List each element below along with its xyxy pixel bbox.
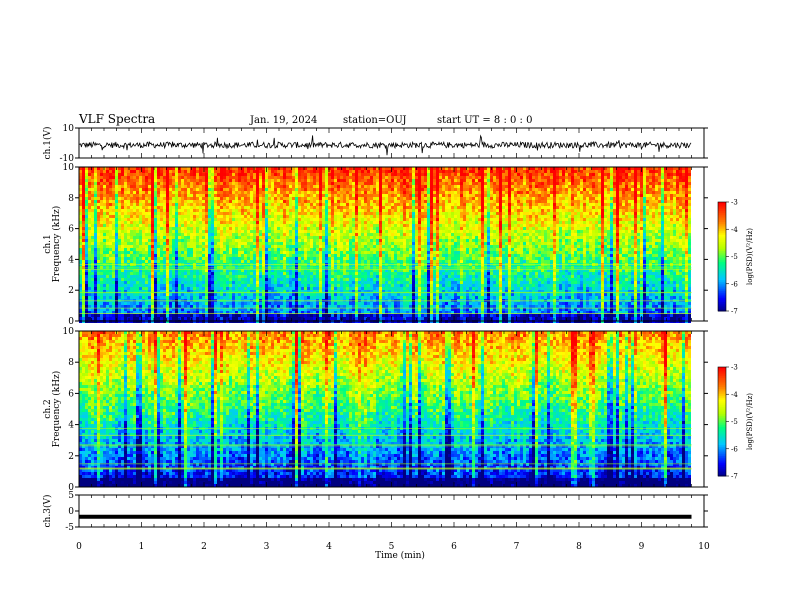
x-tick-label: 9 [639,542,645,552]
colorbar-tick-label: -6 [731,280,738,288]
y-tick-label: 2 [68,286,74,296]
station-label: station=OUJ [343,115,407,126]
x-tick-label: 6 [451,542,457,552]
y-tick-label: -5 [65,523,74,533]
y-axis-label: Frequency (kHz) [51,206,62,283]
x-tick-label: 10 [698,542,710,552]
y-axis-label: ch.2 [43,399,53,418]
figure-title: VLF Spectra [78,112,155,126]
ch1-colorbar: -3 -4 -5 -6 -7 log(PSD)(V²/Hz) [717,199,754,316]
y-tick-label: 10 [63,163,75,173]
ch2-colorbar: -3 -4 -5 -6 -7 log(PSD)(V²/Hz) [717,364,754,481]
y-tick-label: 4 [68,255,74,265]
x-tick-label: 0 [76,542,82,552]
y-tick-label: 0 [68,507,74,517]
y-tick-label: 8 [68,194,74,204]
x-tick-label: 4 [326,542,332,552]
x-tick-label: 3 [264,542,270,552]
y-tick-label: 0 [68,317,74,327]
y-tick-label: 2 [68,452,74,462]
y-tick-label: -10 [60,154,75,164]
ch1-waveform-line [78,134,692,156]
colorbar-tick-label: -5 [731,253,738,261]
start-time-label: start UT = 8 : 0 : 0 [437,115,532,126]
x-tick-label: 1 [139,542,145,552]
ch1-waveform-panel: 10 -10 ch.1(V) [42,124,708,164]
y-tick-label: 5 [68,491,74,501]
y-tick-label: 4 [68,421,74,431]
colorbar-tick-label: -5 [731,418,738,426]
y-tick-label: 10 [63,327,75,337]
y-tick-label: 6 [68,389,74,399]
y-tick-label: 8 [68,358,74,368]
spectrogram-cells [79,331,692,487]
colorbar-tick-label: -7 [731,308,738,316]
colorbar-tick-label: -4 [731,226,738,234]
x-tick-label: 7 [514,542,520,552]
colorbar-label: log(PSD)(V²/Hz) [746,393,754,450]
ch1-spectrogram-panel: 0 2 4 6 8 10 ch.1 Frequency (kHz) [43,163,708,327]
colorbar-tick-label: -3 [731,199,738,207]
x-tick-label: 8 [576,542,582,552]
colorbar-tick-label: -6 [731,445,738,453]
y-axis-label: ch.3(V) [42,495,53,528]
y-axis-label: Frequency (kHz) [51,371,62,448]
colorbar-tick-label: -4 [731,391,738,399]
x-tick-label: 5 [389,542,395,552]
x-axis-label: Time (min) [375,550,425,561]
spectrogram-cells [79,167,692,323]
y-axis-label: ch.1(V) [42,127,53,160]
y-axis-label: ch.1 [43,234,53,253]
ch2-spectrogram-panel: 0 2 4 6 8 10 ch.2 Frequency (kHz) [43,327,708,493]
date-label: Jan. 19, 2024 [249,115,317,126]
colorbar-tick-label: -3 [731,364,738,372]
colorbar-label: log(PSD)(V²/Hz) [746,228,754,285]
time-axis: 0 1 2 3 4 5 6 7 8 9 10 [76,542,710,552]
x-tick-label: 2 [201,542,207,552]
y-tick-label: 0 [68,483,74,493]
y-tick-label: 6 [68,225,74,235]
ch3-waveform-panel: 5 0 -5 ch.3(V) [42,491,708,533]
colorbar-tick-label: -7 [731,473,738,481]
y-tick-label: 10 [63,124,75,134]
